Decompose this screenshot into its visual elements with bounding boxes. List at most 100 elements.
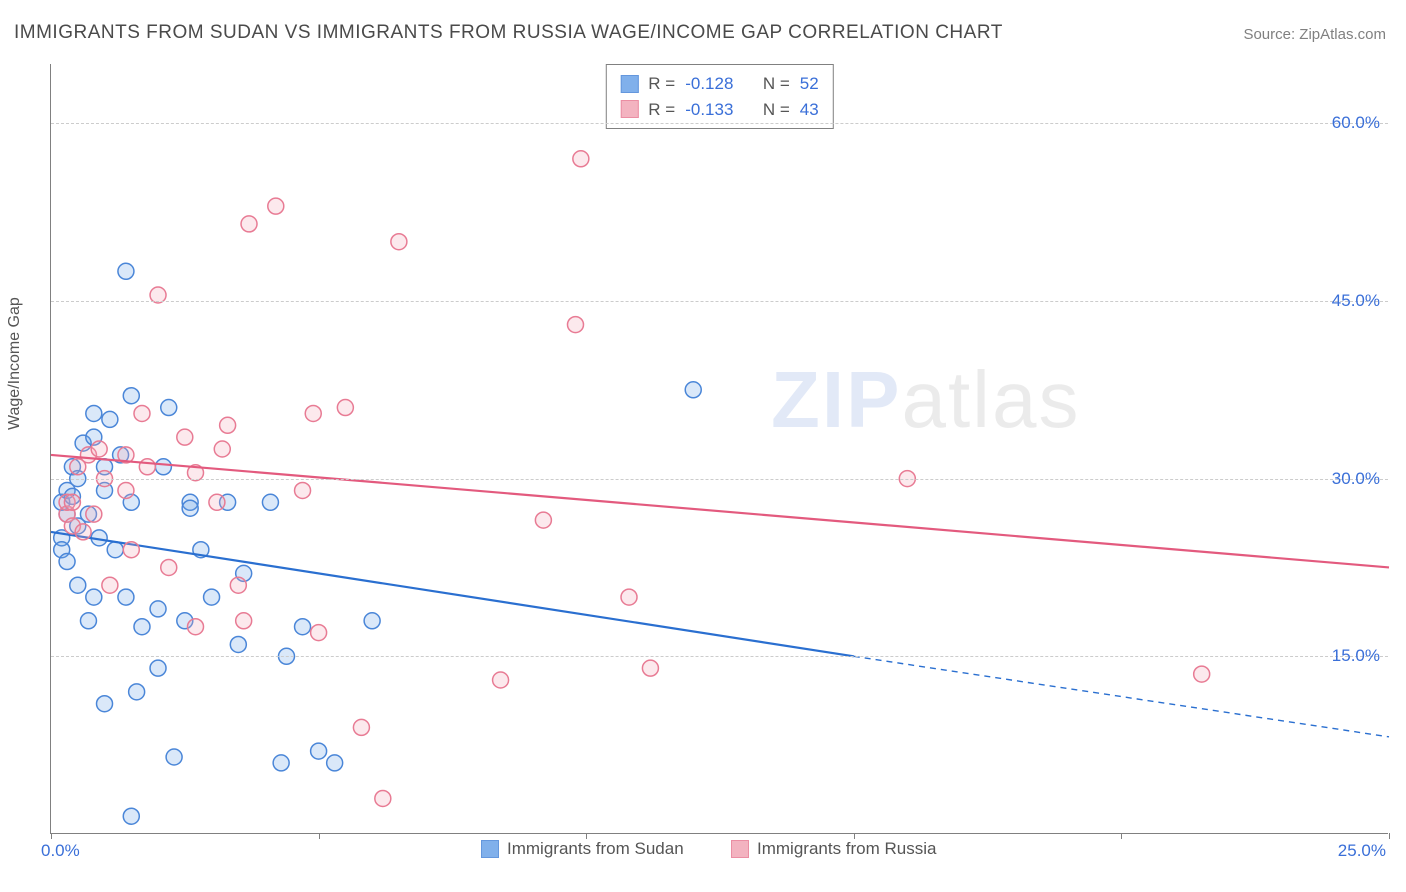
scatter-point (64, 494, 80, 510)
scatter-point (182, 500, 198, 516)
scatter-point (295, 619, 311, 635)
scatter-point (391, 234, 407, 250)
scatter-point (97, 696, 113, 712)
scatter-point (327, 755, 343, 771)
scatter-point (134, 619, 150, 635)
scatter-point (118, 589, 134, 605)
scatter-point (642, 660, 658, 676)
y-tick-label: 45.0% (1332, 291, 1380, 311)
n-label: N = (763, 97, 790, 123)
legend-russia: Immigrants from Russia (731, 839, 936, 859)
n-value-russia: 43 (800, 97, 819, 123)
scatter-point (1194, 666, 1210, 682)
scatter-point (86, 506, 102, 522)
r-value-sudan: -0.128 (685, 71, 733, 97)
chart-svg (51, 64, 1388, 833)
scatter-point (107, 542, 123, 558)
scatter-point (80, 613, 96, 629)
x-tick-label-min: 0.0% (41, 841, 80, 861)
scatter-point (230, 577, 246, 593)
scatter-point (236, 613, 252, 629)
y-tick-label: 60.0% (1332, 113, 1380, 133)
scatter-point (123, 542, 139, 558)
gridline (51, 479, 1388, 480)
scatter-point (75, 524, 91, 540)
source-attribution: Source: ZipAtlas.com (1243, 26, 1386, 43)
scatter-point (337, 400, 353, 416)
scatter-point (375, 790, 391, 806)
scatter-point (353, 719, 369, 735)
scatter-point (262, 494, 278, 510)
chart-title: IMMIGRANTS FROM SUDAN VS IMMIGRANTS FROM… (14, 22, 1003, 44)
scatter-point (86, 405, 102, 421)
regression-line (51, 532, 854, 656)
stats-row-sudan: R = -0.128 N = 52 (620, 71, 818, 97)
regression-line (51, 455, 1389, 568)
x-tick-label-max: 25.0% (1338, 841, 1386, 861)
swatch-russia (620, 100, 638, 118)
scatter-point (273, 755, 289, 771)
legend-swatch (481, 840, 499, 858)
x-tick (1389, 833, 1390, 839)
scatter-point (364, 613, 380, 629)
scatter-point (118, 482, 134, 498)
scatter-point (209, 494, 225, 510)
correlation-stats-box: R = -0.128 N = 52 R = -0.133 N = 43 (605, 64, 833, 129)
scatter-point (573, 151, 589, 167)
scatter-point (150, 601, 166, 617)
scatter-point (161, 559, 177, 575)
gridline (51, 656, 1388, 657)
scatter-point (150, 660, 166, 676)
scatter-point (311, 625, 327, 641)
regression-line-extrapolated (854, 656, 1389, 737)
scatter-point (123, 388, 139, 404)
x-tick (51, 833, 52, 839)
scatter-point (139, 459, 155, 475)
scatter-point (129, 684, 145, 700)
r-label: R = (648, 71, 675, 97)
scatter-point (86, 589, 102, 605)
scatter-point (493, 672, 509, 688)
y-tick-label: 15.0% (1332, 646, 1380, 666)
scatter-point (177, 429, 193, 445)
scatter-point (161, 400, 177, 416)
scatter-point (220, 417, 236, 433)
scatter-point (535, 512, 551, 528)
gridline (51, 301, 1388, 302)
legend-label: Immigrants from Sudan (507, 839, 684, 859)
scatter-point (155, 459, 171, 475)
scatter-point (621, 589, 637, 605)
scatter-point (123, 808, 139, 824)
scatter-point (268, 198, 284, 214)
x-tick (1121, 833, 1122, 839)
plot-area: ZIPatlas R = -0.128 N = 52 R = -0.133 N … (50, 64, 1388, 834)
scatter-point (295, 482, 311, 498)
scatter-point (91, 441, 107, 457)
x-tick (319, 833, 320, 839)
scatter-point (214, 441, 230, 457)
scatter-point (166, 749, 182, 765)
scatter-point (305, 405, 321, 421)
scatter-point (241, 216, 257, 232)
scatter-point (118, 263, 134, 279)
scatter-point (70, 577, 86, 593)
scatter-point (230, 636, 246, 652)
y-tick-label: 30.0% (1332, 469, 1380, 489)
scatter-point (134, 405, 150, 421)
n-value-sudan: 52 (800, 71, 819, 97)
swatch-sudan (620, 75, 638, 93)
legend-swatch (731, 840, 749, 858)
scatter-point (685, 382, 701, 398)
stats-row-russia: R = -0.133 N = 43 (620, 97, 818, 123)
scatter-point (204, 589, 220, 605)
legend-sudan: Immigrants from Sudan (481, 839, 684, 859)
scatter-point (102, 577, 118, 593)
r-value-russia: -0.133 (685, 97, 733, 123)
y-axis-label: Wage/Income Gap (6, 297, 24, 430)
legend-label: Immigrants from Russia (757, 839, 936, 859)
scatter-point (102, 411, 118, 427)
scatter-point (311, 743, 327, 759)
r-label: R = (648, 97, 675, 123)
n-label: N = (763, 71, 790, 97)
scatter-point (59, 554, 75, 570)
